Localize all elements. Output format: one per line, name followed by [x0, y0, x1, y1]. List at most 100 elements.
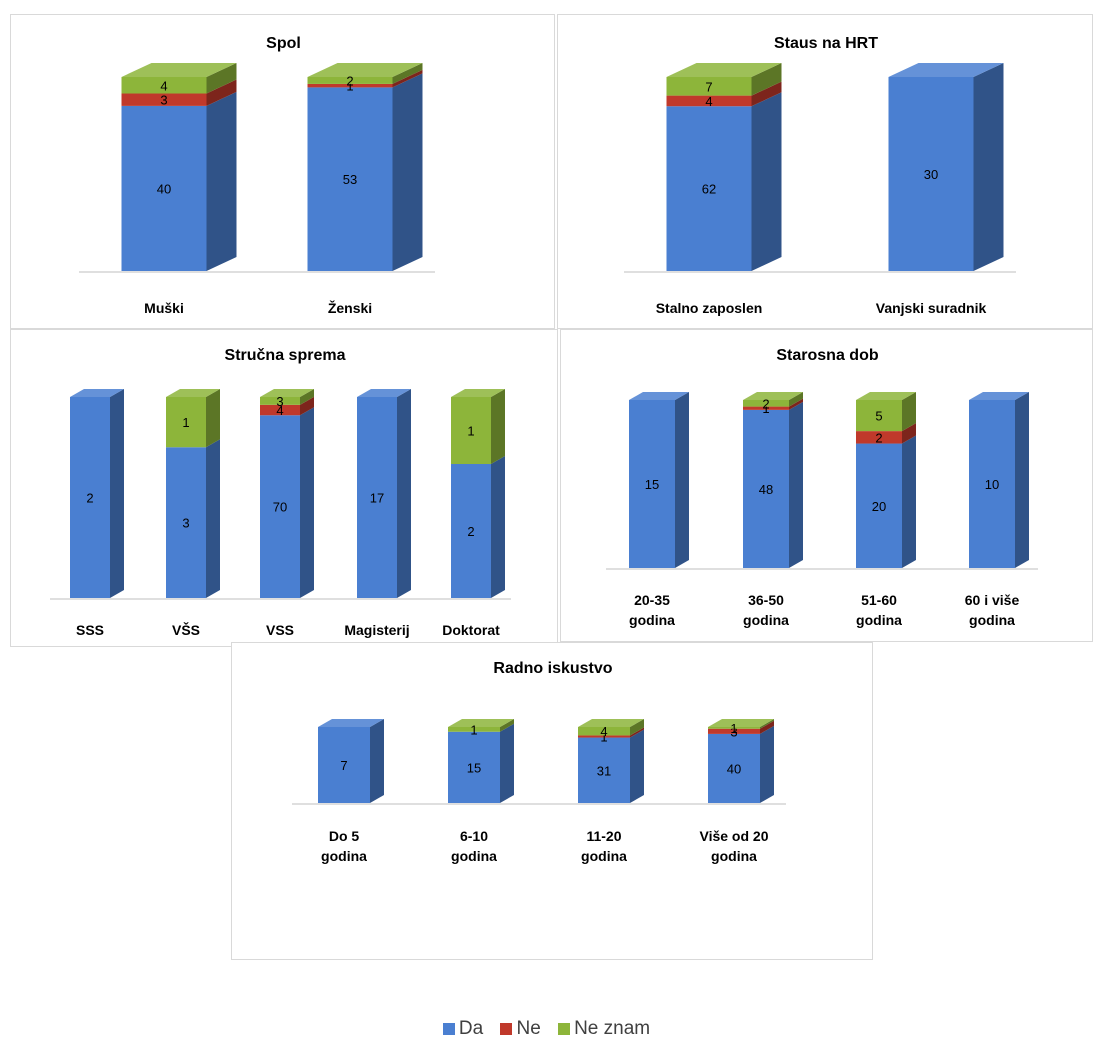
starosna-dob-bar-20-35-godina-da-top: [629, 392, 689, 400]
strucna-sprema-bar-sss-da-front: [70, 397, 110, 598]
chart-panel-radno-iskustvo: Radno iskustvo 7 Do 5 godina 15 1 6-10 godina 31…: [231, 642, 873, 960]
starosna-dob-category-label-20-35-godina: 20-35: [634, 592, 670, 608]
spol-bar-zenski-ne-front: [307, 83, 393, 88]
legend-item-ne-znam: Ne znam: [558, 1018, 650, 1040]
staus-na-hrt-bar-stalno-zaposlen-ne-front: [666, 95, 752, 107]
strucna-sprema-bar-vss-ne-znam-side: [206, 389, 220, 448]
radno-iskustvo-title: Radno iskustvo: [493, 660, 612, 677]
starosna-dob-bar-20-35-godina-da-label: 15: [645, 477, 659, 492]
radno-iskustvo-bar-vise-od-20-godina-da-side: [760, 725, 774, 803]
strucna-sprema-bar-doktorat-ne-znam-side: [491, 389, 505, 464]
starosna-dob-title: Starosna dob: [776, 347, 878, 364]
strucna-sprema-category-label-vss: VŠS: [172, 621, 200, 638]
spol-title: Spol: [266, 35, 301, 52]
staus-na-hrt-category-label-stalno-zaposlen: Stalno zaposlen: [656, 300, 763, 316]
chart-panel-strucna-sprema: Stručna sprema 2 SSS 3 1 VŠS 70 4 3 VSS 17 Magister…: [10, 329, 558, 647]
starosna-dob-bar-36-50-godina-da-label: 48: [759, 482, 773, 497]
spol-bar-muski-da-side: [206, 91, 237, 271]
strucna-sprema-bar-vss-da-label: 70: [273, 500, 287, 515]
staus-na-hrt-category-label-vanjski-suradnik: Vanjski suradnik: [876, 300, 987, 316]
strucna-sprema-bar-vss-ne-znam-label: 1: [182, 415, 189, 430]
strucna-sprema-category-label-sss: SSS: [76, 622, 104, 638]
starosna-dob-bar-51-60-godina-ne-znam-side: [902, 392, 916, 432]
strucna-sprema-bar-sss-da-label: 2: [86, 491, 93, 506]
spol-bar-zenski-ne-znam-top: [307, 63, 423, 77]
starosna-dob-bar-36-50-godina-ne-side: [789, 398, 803, 410]
spol-category-label-zenski: Ženski: [328, 299, 372, 316]
strucna-sprema-bar-magisterij-da-top: [357, 389, 411, 397]
starosna-dob-bar-51-60-godina-ne-label: 2: [875, 430, 882, 445]
radno-iskustvo-category-label-11-20-godina: 11-20: [586, 828, 621, 844]
staus-na-hrt-bar-vanjski-suradnik-da-top: [888, 63, 1004, 77]
legend-item-da: Da: [442, 1018, 484, 1040]
strucna-sprema-category-label-vss: VSS: [266, 622, 294, 638]
strucna-sprema-bar-doktorat-da-side: [491, 456, 505, 598]
radno-iskustvo-bar-vise-od-20-godina-ne-side: [760, 720, 774, 734]
radno-iskustvo-bar-11-20-godina-ne-znam-front: [578, 727, 630, 736]
spol-bar-muski-ne-front: [121, 93, 207, 106]
starosna-dob-bar-20-35-godina-da-side: [675, 392, 689, 568]
strucna-sprema-title: Stručna sprema: [225, 347, 346, 364]
spol-bar-zenski-da-label: 53: [343, 172, 357, 187]
staus-na-hrt-bar-stalno-zaposlen-da-front: [666, 106, 752, 271]
starosna-dob-bar-51-60-godina-ne-side: [902, 423, 916, 444]
radno-iskustvo-bar-vise-od-20-godina-ne-front: [708, 728, 760, 734]
chart-spol: Spol 40 34 Muški 53 12 Ženski: [79, 35, 435, 316]
radno-iskustvo-bar-do-5-godina-da-top: [318, 719, 384, 727]
strucna-sprema-bar-vss-da-front: [166, 447, 206, 598]
starosna-dob-category-label-60-i-vise-godina-line2: godina: [969, 612, 1015, 628]
strucna-sprema-category-label-magisterij: Magisterij: [344, 622, 409, 638]
radno-iskustvo-bar-vise-od-20-godina-da-front: [708, 733, 760, 803]
legend-item-ne: Ne: [500, 1018, 541, 1040]
radno-iskustvo-bar-vise-od-20-godina-ne-znam-top: [708, 719, 774, 727]
radno-iskustvo-category-label-11-20-godina-line2: godina: [581, 848, 627, 864]
strucna-sprema-bar-sss-da-top: [70, 389, 124, 397]
radno-iskustvo-bar-11-20-godina-ne-znam-label: 4: [600, 724, 607, 739]
strucna-sprema-bar-vss-da-label: 3: [182, 516, 189, 531]
chart-panel-starosna-dob: Starosna dob 15 20-35 godina 48 1 2 36-50 godina…: [560, 329, 1093, 642]
radno-iskustvo-category-label-6-10-godina-line2: godina: [451, 848, 497, 864]
legend-label-da: Da: [458, 1018, 484, 1039]
starosna-dob-bar-36-50-godina-ne-znam-label: 2: [762, 396, 769, 411]
starosna-dob-bar-60-i-vise-godina-da-top: [969, 392, 1029, 400]
radno-iskustvo-bar-11-20-godina-ne-znam-top: [578, 719, 644, 727]
radno-iskustvo-bar-vise-od-20-godina-ne-label: 3: [730, 724, 737, 739]
spol-bar-muski-da-label: 40: [157, 181, 171, 196]
chart-panel-status-hrt: Staus na HRT 62 4 7 Stalno zaposlen 30 Vanjski…: [557, 14, 1093, 329]
starosna-dob-bar-36-50-godina-ne-label: 1: [762, 401, 769, 416]
spol-bar-muski-ne-znam-front: [121, 77, 207, 94]
chart-strucna-sprema: Stručna sprema2SSS31VŠS7043VSS17Magister…: [50, 347, 511, 638]
legend-label-ne-znam: Ne znam: [574, 1018, 651, 1039]
strucna-sprema-bar-magisterij-da-front: [357, 397, 397, 598]
starosna-dob-bar-51-60-godina-ne-znam-front: [856, 400, 902, 432]
spol-bar-zenski-ne-znam-label: 2: [346, 73, 353, 88]
starosna-dob-bar-60-i-vise-godina-da-front: [969, 400, 1015, 568]
radno-iskustvo-bar-6-10-godina-ne-znam-front: [448, 727, 500, 732]
legend-swatch-da: [442, 1023, 455, 1035]
spol-bar-muski-ne-znam-side: [206, 63, 237, 94]
starosna-dob-bar-36-50-godina-ne-front: [743, 406, 789, 410]
starosna-dob-bar-51-60-godina-da-label: 20: [872, 499, 886, 514]
spol-bar-zenski-ne-label: 1: [346, 79, 353, 94]
starosna-dob-bar-36-50-godina-da-front: [743, 409, 789, 568]
starosna-dob-bar-51-60-godina-da-side: [902, 435, 916, 568]
radno-iskustvo-bar-vise-od-20-godina-ne-znam-side: [760, 719, 774, 729]
starosna-dob-category-label-51-60-godina-line2: godina: [856, 612, 902, 628]
spol-bar-muski-da-front: [121, 105, 207, 271]
spol-bar-muski-ne-side: [206, 79, 237, 106]
radno-iskustvo-category-label-vise-od-20-godina: Više od 20: [699, 828, 768, 844]
staus-na-hrt-bar-stalno-zaposlen-ne-znam-side: [751, 63, 782, 96]
radno-iskustvo-bar-vise-od-20-godina-da-label: 40: [727, 761, 741, 776]
spol-bar-muski-ne-label: 3: [160, 93, 167, 108]
chart-starosna-dob: Starosna dob1520-35godina481236-50godina…: [606, 347, 1038, 628]
starosna-dob-bar-20-35-godina-da-front: [629, 400, 675, 568]
radno-iskustvo-bar-11-20-godina-ne-side: [630, 727, 644, 738]
radno-iskustvo-bar-11-20-godina-da-front: [578, 737, 630, 803]
spol-bar-zenski-ne-side: [392, 69, 423, 88]
strucna-sprema-bar-magisterij-da-label: 17: [370, 491, 384, 506]
starosna-dob-bar-36-50-godina-da-side: [789, 401, 803, 568]
radno-iskustvo-bar-11-20-godina-ne-label: 1: [600, 730, 607, 745]
spol-bar-zenski-da-side: [392, 73, 423, 271]
starosna-dob-bar-51-60-godina-ne-znam-top: [856, 392, 916, 400]
